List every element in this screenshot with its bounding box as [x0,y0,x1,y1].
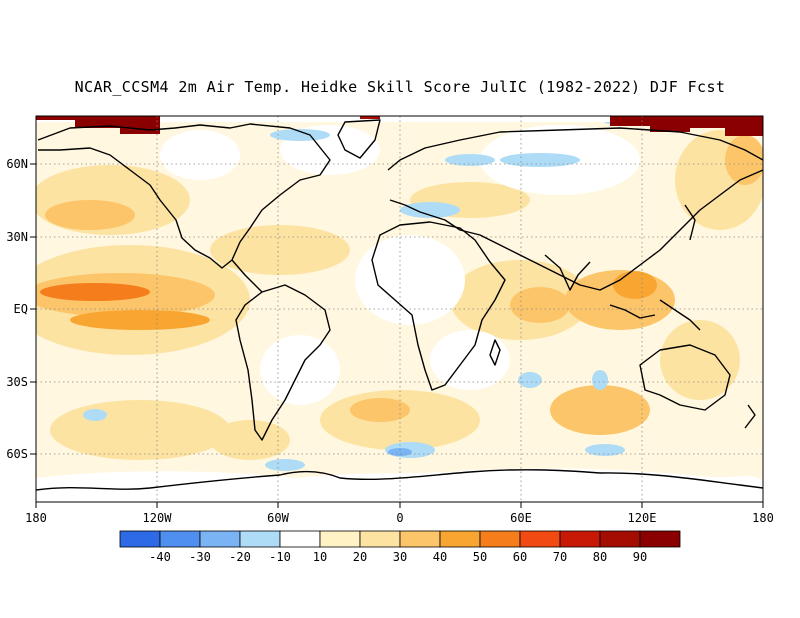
colorbar-swatch [559,530,601,548]
colorbar-label: 30 [393,550,407,564]
colorbar-label: -40 [149,550,171,564]
lon-label-180e: 180 [752,511,774,525]
colorbar-swatch [199,530,241,548]
lat-label-eq: EQ [14,302,28,316]
map-title: NCAR_CCSM4 2m Air Temp. Heidke Skill Sco… [74,78,726,96]
lat-label-30s: 30S [6,375,28,389]
colorbar-swatch [479,530,521,548]
colorbar-swatch [119,530,161,548]
lon-label-120e: 120E [628,511,657,525]
lat-label-60n: 60N [6,157,28,171]
colorbar-label: 80 [593,550,607,564]
colorbar [119,530,681,548]
colorbar-swatch [359,530,401,548]
colorbar-swatch [279,530,321,548]
colorbar-label: 40 [433,550,447,564]
colorbar-swatch [319,530,361,548]
colorbar-swatch [599,530,641,548]
colorbar-swatch [639,530,681,548]
colorbar-label: -20 [229,550,251,564]
colorbar-label: 70 [553,550,567,564]
colorbar-label: 60 [513,550,527,564]
colorbar-swatch [439,530,481,548]
lat-label-30n: 30N [6,230,28,244]
lon-label-0: 0 [396,511,403,525]
colorbar-swatch [519,530,561,548]
axis-ticks [30,163,764,508]
colorbar-label: -30 [189,550,211,564]
colorbar-swatch [399,530,441,548]
lon-label-180w: 180 [25,511,47,525]
colorbar-label: 20 [353,550,367,564]
colorbar-labels: -40 -30 -20 -10 10 20 30 40 50 60 70 80 90 [149,550,647,564]
lat-label-60s: 60S [6,447,28,461]
coastlines [36,119,763,491]
colorbar-label: 10 [313,550,327,564]
colorbar-swatch [159,530,201,548]
colorbar-label: -10 [269,550,291,564]
lon-label-60e: 60E [510,511,532,525]
gridlines [36,116,763,502]
skill-field [36,116,763,502]
colorbar-swatch [239,530,281,548]
colorbar-label: 90 [633,550,647,564]
colorbar-label: 50 [473,550,487,564]
lon-label-60w: 60W [267,511,289,525]
lon-label-120w: 120W [143,511,173,525]
